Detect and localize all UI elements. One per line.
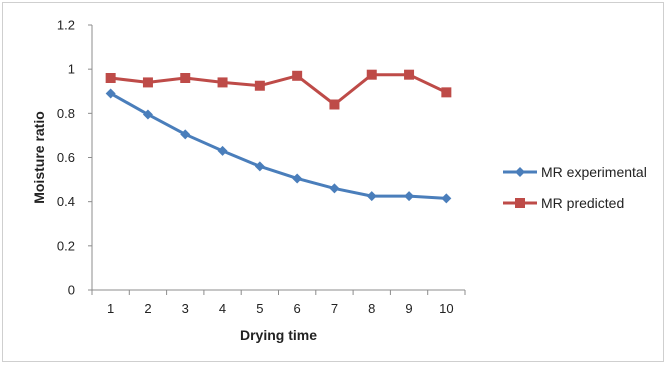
data-point — [404, 191, 415, 202]
y-tick-label: 0.4 — [57, 194, 75, 209]
data-point — [105, 73, 116, 83]
legend-marker-predicted — [515, 198, 525, 208]
data-point — [441, 87, 452, 98]
x-tick-label: 7 — [331, 301, 338, 316]
data-point — [404, 69, 415, 80]
data-point — [254, 161, 265, 172]
y-tick-label: 0 — [68, 283, 75, 298]
data-point — [254, 80, 265, 91]
series-predicted — [105, 69, 452, 110]
data-point — [217, 77, 228, 88]
x-tick-labels: 1 2 3 4 5 6 7 8 9 10 — [91, 290, 466, 316]
legend: MR experimental MR predicted — [503, 164, 647, 211]
y-tick-label: 0.6 — [57, 150, 75, 165]
data-point — [329, 99, 340, 110]
data-point — [217, 145, 228, 156]
x-axis-title: Drying time — [240, 327, 317, 343]
data-point — [292, 173, 303, 184]
y-tick-labels: 0 0.2 0.4 0.6 0.8 1 1.2 — [57, 18, 92, 298]
data-point — [292, 70, 303, 81]
x-tick-label: 6 — [294, 301, 301, 316]
data-point — [366, 191, 377, 202]
chart-frame — [2, 2, 664, 362]
data-point — [105, 88, 116, 99]
x-tick-label: 10 — [439, 301, 453, 316]
data-point — [329, 183, 340, 194]
legend-item-experimental: MR experimental — [503, 164, 647, 180]
x-tick-label: 1 — [107, 301, 114, 316]
data-point — [142, 77, 153, 88]
legend-item-predicted: MR predicted — [503, 195, 624, 211]
y-tick-label: 0.2 — [57, 238, 75, 253]
data-point — [441, 193, 452, 204]
axes — [91, 25, 465, 291]
data-point — [366, 69, 377, 80]
y-tick-label: 0.8 — [57, 106, 75, 121]
x-tick-label: 2 — [144, 301, 151, 316]
x-tick-label: 8 — [368, 301, 375, 316]
x-tick-label: 9 — [405, 301, 412, 316]
data-point — [142, 109, 153, 120]
x-tick-label: 4 — [219, 301, 226, 316]
x-tick-label: 3 — [182, 301, 189, 316]
y-tick-label: 1.2 — [57, 18, 75, 33]
data-point — [180, 73, 191, 83]
data-point — [180, 129, 191, 140]
y-tick-label: 1 — [68, 62, 75, 77]
legend-marker-experimental — [515, 167, 525, 177]
series-layer — [105, 69, 452, 204]
series-line — [109, 92, 447, 200]
series-line — [110, 73, 447, 106]
legend-label-predicted: MR predicted — [541, 195, 624, 211]
series-experimental — [105, 88, 452, 204]
legend-label-experimental: MR experimental — [541, 164, 647, 180]
y-axis-title: Moisture ratio — [31, 111, 47, 204]
x-tick-label: 5 — [256, 301, 263, 316]
